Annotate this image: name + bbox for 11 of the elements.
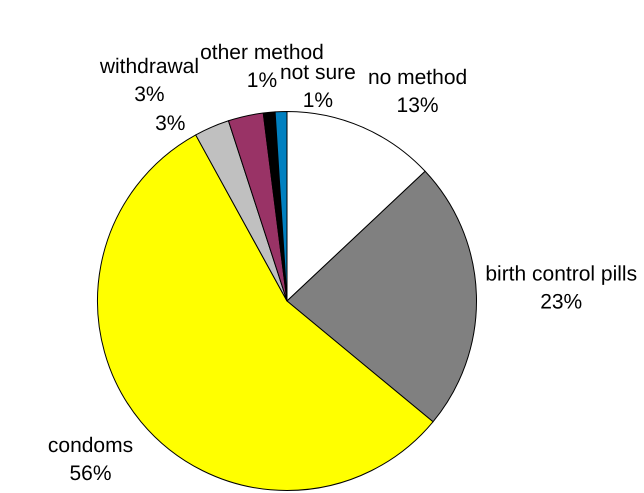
data-label: 3% xyxy=(155,112,186,136)
slice-label: condoms xyxy=(48,434,134,458)
data-label: 56% xyxy=(69,462,112,486)
data-label: 3% xyxy=(134,83,165,106)
data-label: 23% xyxy=(540,290,582,314)
slice-label: withdrawal xyxy=(98,55,200,78)
data-label: 1% xyxy=(246,69,278,92)
data-label: 1% xyxy=(302,89,334,112)
slice-label: birth control pills xyxy=(485,262,638,286)
data-label: 13% xyxy=(396,94,439,118)
slice-label: no method xyxy=(368,66,468,90)
